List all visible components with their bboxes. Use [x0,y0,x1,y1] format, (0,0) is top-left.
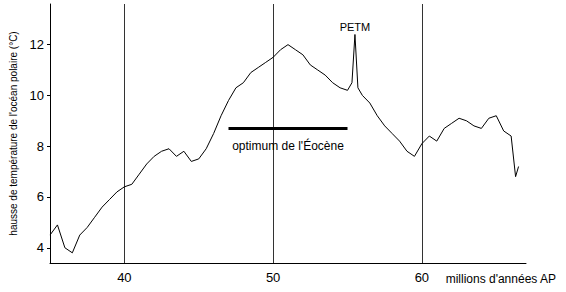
svg-text:4: 4 [37,240,44,255]
svg-text:hausse de température de l'océ: hausse de température de l'océan polaire… [8,31,19,235]
svg-text:40: 40 [117,270,131,285]
svg-text:PETM: PETM [340,21,371,33]
svg-text:millions d'années AP: millions d'années AP [446,272,556,286]
svg-text:50: 50 [266,270,280,285]
svg-text:12: 12 [30,37,44,52]
svg-text:optimum de l'Éocène: optimum de l'Éocène [232,138,344,153]
svg-text:8: 8 [37,139,44,154]
svg-text:6: 6 [37,189,44,204]
svg-text:60: 60 [415,270,429,285]
svg-text:10: 10 [30,88,44,103]
